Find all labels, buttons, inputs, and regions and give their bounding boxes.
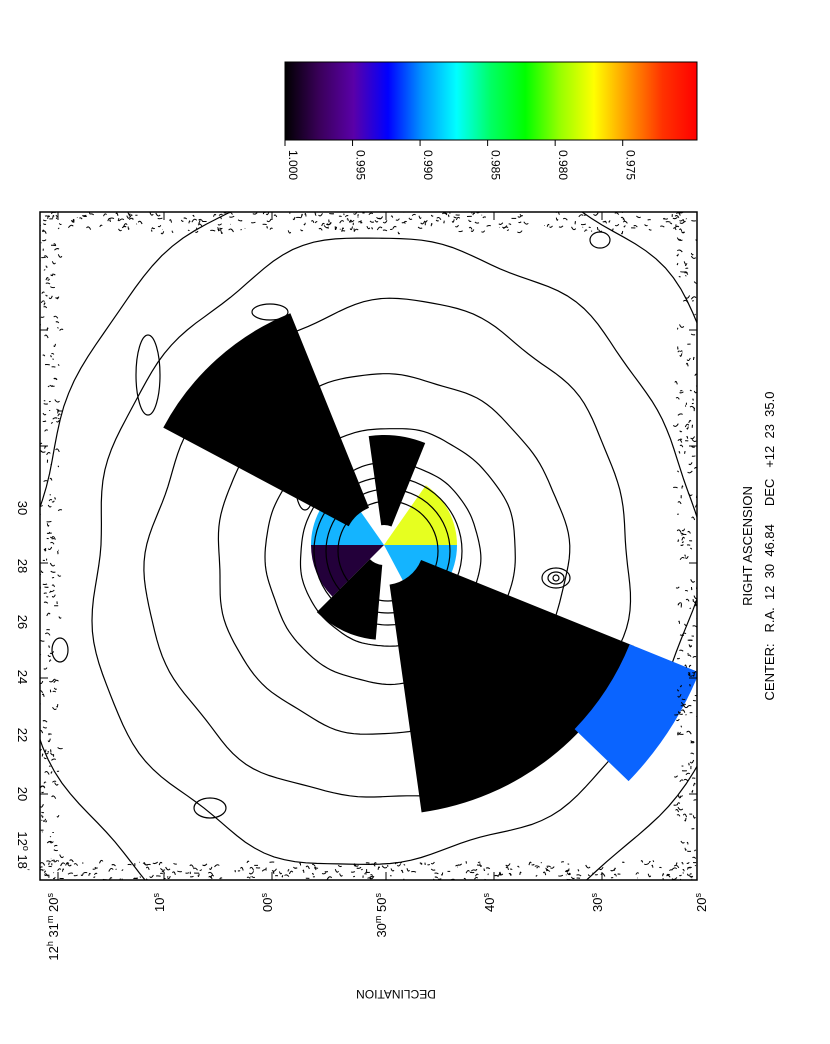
x-tick-label: 00s (259, 893, 275, 912)
y-tick-label: 24 (15, 670, 30, 684)
x-axis-label: RIGHT ASCENSION (740, 486, 755, 606)
colorbar-tick-label: 0.985 (489, 150, 503, 180)
noise-mark (510, 873, 511, 875)
colorbar-tick-label: 0.990 (421, 150, 435, 180)
x-tick-label: 30m 50s (373, 893, 389, 938)
noise-mark (448, 215, 449, 217)
noise-mark (681, 726, 682, 727)
colorbar-tick-label: 1.000 (286, 150, 300, 180)
noise-mark (689, 763, 690, 765)
noise-mark (694, 357, 695, 360)
center-label: CENTER: R.A. 12 30 46.84 DEC +12 23 35.0 (762, 392, 777, 701)
noise-mark (680, 390, 682, 391)
colorbar-gradient (285, 62, 697, 140)
noise-mark (353, 876, 355, 877)
colorbar-tick-label: 0.995 (354, 150, 368, 180)
noise-mark (44, 404, 48, 405)
y-tick-label: 20 (15, 787, 30, 801)
colorbar-ticks: 1.000 0.995 0.990 0.985 0.980 0.975 (285, 140, 638, 180)
noise-mark (335, 227, 336, 230)
noise-mark (693, 399, 694, 401)
y-tick-label: 30 (15, 501, 30, 515)
y-tick-label: 22 (15, 728, 30, 742)
noise-mark (238, 871, 240, 872)
noise-mark (151, 230, 152, 232)
x-tick-label: 12h 31m 20s (45, 893, 61, 961)
noise-mark (42, 754, 43, 757)
noise-mark (267, 226, 268, 228)
y-tick-label: 12o 18' (15, 831, 31, 871)
y-tick-label: 28 (15, 559, 30, 573)
plot-area (13, 140, 767, 944)
x-tick-labels: 12h 31m 20s 10s 00s 30m 50s 40s 30s 20s (45, 893, 709, 961)
noise-mark (685, 451, 686, 453)
x-tick-label: 30s (589, 893, 605, 912)
noise-mark (390, 229, 393, 230)
noise-mark (589, 227, 591, 228)
x-tick-label: 40s (481, 893, 497, 912)
y-axis-label: DECLINATION (356, 987, 436, 1001)
noise-mark (190, 876, 193, 877)
y-tick-label: 26 (15, 615, 30, 629)
noise-mark (110, 218, 114, 219)
colorbar-tick-label: 0.980 (556, 150, 570, 180)
noise-mark (690, 684, 691, 686)
x-tick-label: 20s (693, 893, 709, 912)
noise-mark (680, 635, 684, 636)
noise-mark (679, 711, 680, 713)
noise-mark (478, 862, 480, 863)
colorbar-tick-label: 0.975 (624, 150, 638, 180)
noise-mark (674, 714, 678, 715)
noise-mark (561, 862, 564, 863)
colorbar: 1.000 0.995 0.990 0.985 0.980 0.975 (285, 62, 697, 180)
noise-mark (218, 229, 219, 231)
x-tick-label: 10s (151, 893, 167, 912)
noise-mark (82, 215, 86, 216)
contour-blob (192, 880, 228, 900)
y-tick-labels: 12o 18' 20 22 24 26 28 30 (15, 501, 31, 871)
